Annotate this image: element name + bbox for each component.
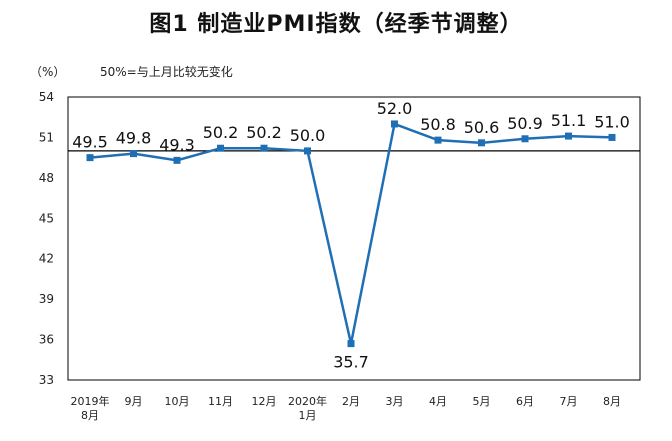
data-point: [173, 156, 181, 164]
y-tick-label: 39: [39, 292, 54, 306]
x-tick-label: 2020年: [288, 394, 327, 408]
chart-title: 图1 制造业PMI指数（经季节调整）: [149, 12, 523, 37]
x-tick-label: 4月: [429, 395, 447, 408]
x-tick-label: 12月: [252, 395, 277, 408]
y-tick-label: 45: [39, 211, 54, 225]
data-point: [260, 144, 268, 152]
y-tick-label: 51: [39, 130, 54, 144]
data-label: 51.0: [594, 112, 630, 131]
data-point: [304, 147, 311, 155]
data-point: [434, 136, 442, 144]
x-tick-label: 6月: [516, 395, 534, 408]
y-unit-label: （%）: [30, 65, 66, 79]
x-tick-label: 3月: [386, 395, 404, 408]
data-point: [521, 135, 529, 143]
x-tick-label: 8月: [81, 409, 99, 422]
data-label: 50.0: [290, 126, 326, 145]
x-tick-label: 2019年: [71, 394, 110, 408]
data-label: 35.7: [333, 353, 369, 372]
y-tick-label: 36: [39, 333, 54, 347]
series-line: [89, 122, 613, 344]
x-tick-label: 11月: [208, 395, 233, 408]
data-label: 50.2: [246, 123, 282, 142]
y-tick-label: 48: [39, 171, 54, 185]
x-tick-label: 7月: [560, 395, 578, 408]
y-tick-label: 54: [39, 90, 54, 104]
data-point: [391, 120, 398, 128]
data-label: 50.8: [420, 115, 456, 134]
reference-note: 50%=与上月比较无变化: [100, 65, 233, 79]
data-point: [608, 133, 616, 141]
data-label: 49.3: [159, 135, 195, 154]
data-point: [478, 139, 485, 147]
x-tick-label: 1月: [299, 409, 317, 422]
data-label: 51.1: [551, 111, 587, 130]
data-label: 49.8: [116, 129, 152, 148]
x-tick-label: 10月: [165, 395, 190, 408]
data-label: 52.0: [377, 99, 413, 118]
data-point: [217, 144, 224, 152]
data-point: [130, 150, 137, 158]
y-tick-label: 42: [39, 252, 54, 266]
data-label: 49.5: [72, 133, 108, 152]
x-tick-label: 8月: [603, 395, 621, 408]
data-label: 50.2: [203, 123, 239, 142]
plot-frame: [67, 96, 641, 381]
data-label: 50.9: [507, 114, 543, 133]
data-label: 50.6: [464, 118, 500, 137]
data-point: [86, 154, 94, 162]
x-tick-label: 2月: [342, 395, 360, 408]
y-tick-label: 33: [39, 373, 54, 387]
x-tick-label: 5月: [473, 395, 491, 408]
data-point: [565, 132, 572, 140]
data-point: [347, 340, 355, 348]
x-tick-label: 9月: [125, 395, 143, 408]
